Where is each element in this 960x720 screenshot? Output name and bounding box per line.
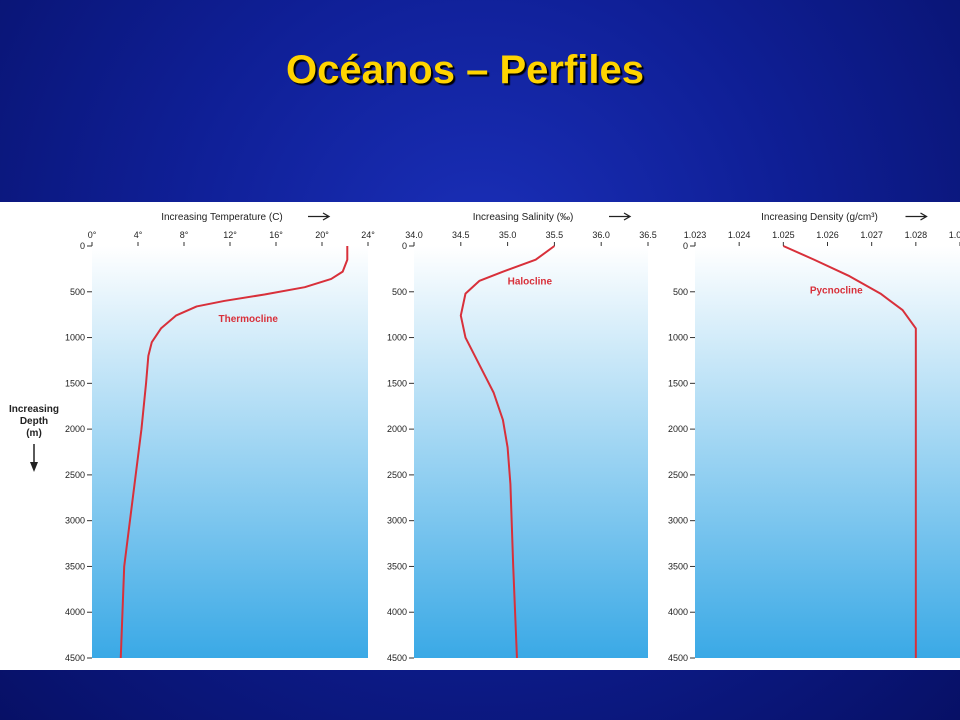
temperature-x-tick-label: 20° [315,230,329,240]
salinity-x-axis-arrow [609,212,632,221]
depth-axis-title: Increasing Depth (m) [9,404,59,472]
density-y-tick-label: 3500 [668,561,688,571]
density-y-tick-label: 500 [673,287,688,297]
density-x-tick-label: 1.028 [905,230,928,240]
density-y-tick-label: 4500 [668,653,688,663]
salinity-y-tick-label: 2500 [387,470,407,480]
temperature-x-tick-label: 16° [269,230,283,240]
salinity-profile-line [459,245,555,659]
salinity-y-tick-label: 1000 [387,333,407,343]
density-profile-line [782,245,917,658]
temperature-chart: 0 500 1000 1500 2000 2500 3000 3500 4000 4500 0° 4°… [65,212,375,663]
density-x-tick-label: 1.024 [728,230,751,240]
density-y-tick-label: 2500 [668,470,688,480]
salinity-cline-label: Halocline [508,276,553,287]
temperature-plot-area [92,246,368,658]
temperature-x-tick-label: 4° [134,230,143,240]
depth-arrow-head [30,462,38,472]
temperature-x-tick-label: 24° [361,230,375,240]
salinity-x-axis-title: Increasing Salinity (‰) [473,212,574,223]
density-x-axis-arrow [905,212,928,221]
density-chart: 0 500 1000 1500 2000 2500 3000 3500 4000 4500 1.02… [668,212,960,663]
density-y-tick-label: 2000 [668,424,688,434]
slide-title: Océanos – Perfiles [286,48,644,92]
salinity-x-tick-label: 36.0 [592,230,610,240]
temperature-y-tick-label: 4000 [65,607,85,617]
density-cline-label: Pycnocline [810,286,863,297]
density-y-tick-label: 0 [683,241,688,251]
depth-axis-title-line-3: (m) [26,428,42,439]
density-x-tick-label: 1.027 [860,230,883,240]
density-x-tick-label: 1.025 [772,230,795,240]
temperature-y-tick-label: 4500 [65,653,85,663]
density-plot-area [695,246,960,658]
temperature-y-tick-label: 1500 [65,378,85,388]
ocean-profiles-figure: 0 500 1000 1500 2000 2500 3000 3500 4000 4500 0° 4°… [9,212,960,663]
salinity-y-tick-label: 500 [392,287,407,297]
density-x-tick-label: 1.029 [949,230,960,240]
salinity-y-tick-label: 3500 [387,561,407,571]
density-y-tick-label: 3000 [668,516,688,526]
temperature-profile-line [119,246,349,659]
salinity-y-tick-label: 4500 [387,653,407,663]
salinity-y-tick-label: 2000 [387,424,407,434]
salinity-x-tick-label: 36.5 [639,230,657,240]
density-y-tick-label: 4000 [668,607,688,617]
salinity-x-tick-label: 35.0 [499,230,517,240]
salinity-plot-area [414,246,648,658]
density-x-tick-label: 1.023 [684,230,707,240]
density-x-axis-title: Increasing Density (g/cm³) [761,212,878,223]
temperature-y-tick-label: 500 [70,287,85,297]
salinity-x-tick-label: 34.5 [452,230,470,240]
temperature-x-tick-label: 8° [180,230,189,240]
salinity-y-tick-label: 0 [402,241,407,251]
temperature-y-tick-label: 1000 [65,333,85,343]
salinity-x-tick-label: 34.0 [405,230,423,240]
depth-axis-title-line-2: Depth [20,416,48,427]
temperature-x-axis-title: Increasing Temperature (C) [161,212,283,223]
density-x-tick-label: 1.026 [816,230,839,240]
temperature-x-tick-label: 12° [223,230,237,240]
temperature-y-tick-label: 2000 [65,424,85,434]
salinity-chart: 0 500 1000 1500 2000 2500 3000 3500 4000 4500 34.0… [387,212,657,663]
salinity-x-tick-label: 35.5 [546,230,564,240]
density-y-tick-label: 1000 [668,333,688,343]
salinity-y-tick-label: 4000 [387,607,407,617]
temperature-y-tick-label: 0 [80,241,85,251]
figure-panel: 0 500 1000 1500 2000 2500 3000 3500 4000 4500 0° 4°… [0,202,960,670]
temperature-y-tick-label: 2500 [65,470,85,480]
temperature-x-tick-label: 0° [88,230,97,240]
salinity-y-tick-label: 3000 [387,516,407,526]
temperature-y-tick-label: 3500 [65,561,85,571]
depth-axis-title-line-1: Increasing [9,404,59,415]
temperature-y-tick-label: 3000 [65,516,85,526]
salinity-y-tick-label: 1500 [387,378,407,388]
density-y-tick-label: 1500 [668,378,688,388]
temperature-cline-label: Thermocline [219,314,279,325]
temperature-x-axis-arrow [308,212,331,221]
